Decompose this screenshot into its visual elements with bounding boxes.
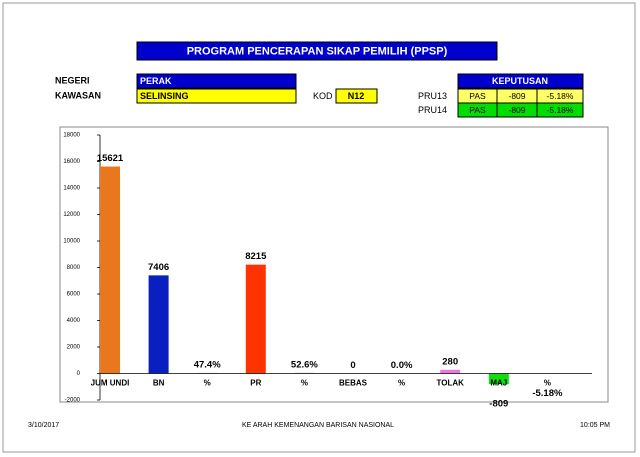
cell-text: -5.18% <box>547 91 574 101</box>
kod-box <box>335 88 378 104</box>
kawasan-label: KAWASAN <box>55 90 101 100</box>
y-tick-label: 12000 <box>63 212 80 218</box>
kawasan: SELINSING <box>140 91 189 101</box>
cell-text: PAS <box>469 105 486 115</box>
row-label: PRU13 <box>418 91 447 101</box>
y-tick-label: 14000 <box>63 186 80 192</box>
y-tick-label: 0 <box>77 371 81 377</box>
title: PROGRAM PENCERAPAN SIKAP PEMILIH (PPSP) <box>187 45 448 57</box>
y-tick-label: 8000 <box>67 265 81 271</box>
y-tick-label: -2000 <box>65 398 81 404</box>
x-tick-label: % <box>398 379 405 388</box>
x-tick-label: % <box>301 379 308 388</box>
chart: -2000 0 2000 4000 6000 8000 10000 12000 14000 160… <box>63 133 592 410</box>
bar <box>100 166 120 374</box>
y-tick-label: 16000 <box>63 159 80 165</box>
data-label: 15621 <box>97 153 124 164</box>
title-box <box>136 41 498 61</box>
data-label: 0 <box>350 360 355 371</box>
kod-label: KOD <box>313 91 333 101</box>
y-tick-label: 4000 <box>67 318 81 324</box>
bar <box>148 275 169 374</box>
keputusan-title: KEPUTUSAN <box>492 76 548 86</box>
data-label: 47.4% <box>194 359 221 370</box>
x-tick-label: TOLAK <box>436 379 464 388</box>
data-label: 280 <box>442 356 458 367</box>
cell-text: -809 <box>508 105 525 115</box>
x-tick-label: BN <box>153 379 165 388</box>
footer-date: 3/10/2017 <box>28 422 59 429</box>
chart-frame <box>59 126 609 403</box>
keputusan-header <box>457 73 584 89</box>
negeri: PERAK <box>140 76 172 86</box>
x-tick-label: JUM UNDI <box>91 379 130 388</box>
keputusan-table: PRU13 PAS -809 -5.18% PRU14 PAS -809 -5.18% <box>418 88 584 118</box>
kawasan-box <box>136 88 297 104</box>
cell-text: -809 <box>508 91 525 101</box>
y-tick-label: 2000 <box>67 345 81 351</box>
data-label: -5.18% <box>532 388 563 399</box>
cell-text: -5.18% <box>547 105 574 115</box>
data-label: 52.6% <box>291 359 318 370</box>
row-label: PRU14 <box>418 105 447 115</box>
bar <box>245 264 266 374</box>
y-tick-label: 10000 <box>63 239 80 245</box>
bar <box>440 369 461 374</box>
kod: N12 <box>348 91 365 101</box>
y-tick-label: 18000 <box>63 133 80 139</box>
x-tick-label: % <box>204 379 211 388</box>
footer-time: 10:05 PM <box>580 422 610 429</box>
y-tick-label: 6000 <box>67 292 81 298</box>
x-tick-label: % <box>544 379 551 388</box>
negeri-box <box>136 73 297 89</box>
x-tick-label: PR <box>250 379 261 388</box>
data-label: 7406 <box>148 262 169 273</box>
cell <box>536 102 584 118</box>
data-label: -809 <box>489 399 508 410</box>
cell-text: PAS <box>469 91 486 101</box>
bar <box>488 373 509 385</box>
data-label: 8215 <box>245 251 267 262</box>
data-label: 0.0% <box>391 360 413 371</box>
x-tick-label: BEBAS <box>339 379 368 388</box>
footer-center: KE ARAH KEMENANGAN BARISAN NASIONAL <box>242 422 394 429</box>
negeri-label: NEGERI <box>55 75 90 85</box>
x-tick-label: MAJ <box>490 379 507 388</box>
